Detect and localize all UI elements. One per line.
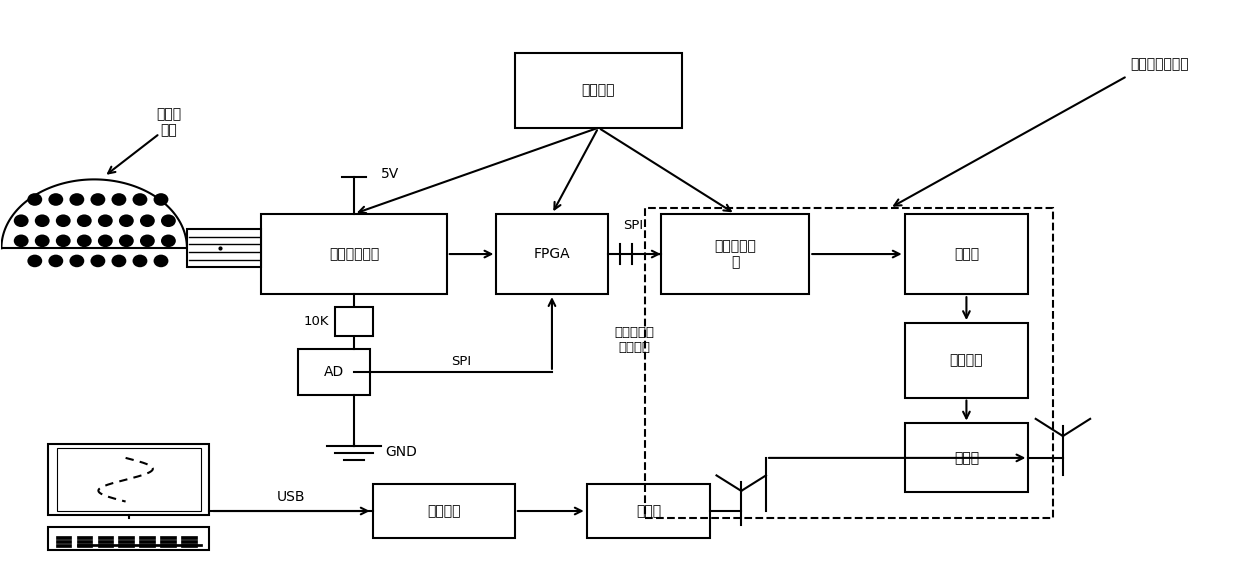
Ellipse shape [154, 254, 169, 267]
Bar [181, 544, 197, 547]
Ellipse shape [154, 193, 169, 206]
Bar [160, 540, 176, 543]
Text: 自定义数据
传输协议: 自定义数据 传输协议 [614, 326, 655, 354]
Bar [77, 544, 202, 546]
Bar [139, 540, 155, 543]
Ellipse shape [140, 234, 155, 247]
Ellipse shape [140, 215, 155, 227]
Bar [118, 544, 134, 547]
Ellipse shape [112, 193, 126, 206]
Text: 放大器: 放大器 [954, 451, 980, 465]
Text: 匹配网络: 匹配网络 [950, 353, 983, 368]
Bar [118, 540, 134, 543]
Bar [661, 214, 810, 294]
Ellipse shape [14, 234, 29, 247]
Ellipse shape [112, 254, 126, 267]
Bar [904, 424, 1028, 492]
Ellipse shape [91, 193, 105, 206]
Ellipse shape [56, 215, 71, 227]
Text: AD: AD [324, 365, 345, 379]
Bar [904, 323, 1028, 398]
Bar [57, 448, 201, 511]
Bar [56, 544, 72, 547]
Text: 射频收发机芯片: 射频收发机芯片 [1131, 58, 1189, 72]
Bar [139, 536, 155, 539]
Ellipse shape [98, 234, 113, 247]
Bar [77, 544, 92, 547]
Bar [372, 484, 515, 538]
Ellipse shape [27, 254, 42, 267]
Bar [48, 444, 210, 515]
Bar [587, 484, 711, 538]
Bar [56, 536, 72, 539]
Text: GND: GND [384, 445, 417, 459]
Bar [187, 229, 262, 267]
Ellipse shape [27, 193, 42, 206]
Text: 收发机: 收发机 [954, 247, 980, 261]
Bar [160, 544, 176, 547]
Ellipse shape [69, 193, 84, 206]
Bar [181, 536, 197, 539]
Bar [48, 527, 210, 550]
Text: FPGA: FPGA [533, 247, 570, 261]
Ellipse shape [98, 215, 113, 227]
Ellipse shape [91, 254, 105, 267]
Text: 传感器
阵列: 传感器 阵列 [156, 107, 181, 137]
Bar [139, 544, 155, 547]
Text: USB: USB [277, 490, 305, 504]
Bar [336, 307, 372, 336]
Bar [160, 536, 176, 539]
Bar [299, 349, 370, 395]
Text: 5V: 5V [381, 167, 399, 181]
Bar [56, 540, 72, 543]
Bar [496, 214, 608, 294]
Text: SPI: SPI [451, 355, 471, 368]
Ellipse shape [69, 254, 84, 267]
Bar [77, 536, 92, 539]
Ellipse shape [77, 234, 92, 247]
Text: 数字基带电
路: 数字基带电 路 [714, 239, 756, 269]
Text: SPI: SPI [624, 219, 644, 232]
Bar [98, 544, 113, 547]
Text: 多路模拟开关: 多路模拟开关 [329, 247, 379, 261]
Ellipse shape [133, 193, 148, 206]
Text: 电源管理: 电源管理 [582, 84, 615, 98]
Bar [118, 536, 134, 539]
Ellipse shape [119, 234, 134, 247]
Ellipse shape [161, 215, 176, 227]
Text: 10K: 10K [304, 315, 330, 328]
Bar [262, 214, 446, 294]
Bar [77, 540, 92, 543]
Bar [645, 208, 1053, 518]
Bar [904, 214, 1028, 294]
Ellipse shape [133, 254, 148, 267]
Ellipse shape [48, 254, 63, 267]
Bar [98, 536, 113, 539]
Ellipse shape [14, 215, 29, 227]
Ellipse shape [77, 215, 92, 227]
Ellipse shape [48, 193, 63, 206]
Ellipse shape [35, 215, 50, 227]
Ellipse shape [161, 234, 176, 247]
Text: 收发机: 收发机 [636, 504, 661, 518]
Ellipse shape [56, 234, 71, 247]
Bar [515, 53, 682, 128]
Bar [181, 540, 197, 543]
Bar [98, 540, 113, 543]
Ellipse shape [35, 234, 50, 247]
Ellipse shape [119, 215, 134, 227]
Text: 数据处理: 数据处理 [427, 504, 460, 518]
